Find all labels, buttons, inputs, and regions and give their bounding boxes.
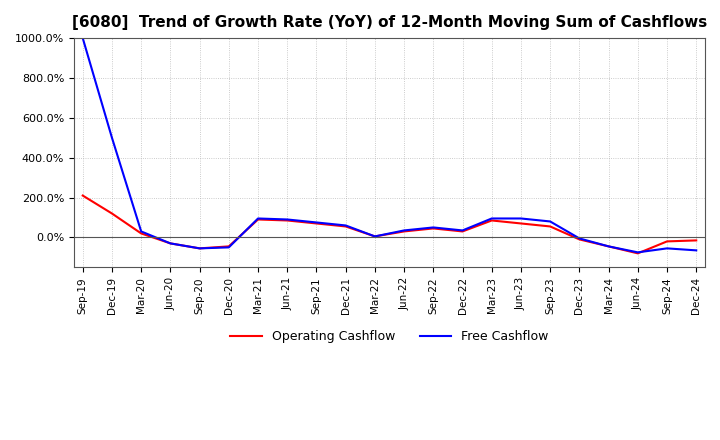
Free Cashflow xyxy=(662,246,671,251)
Free Cashflow xyxy=(604,244,613,249)
Operating Cashflow xyxy=(312,221,321,226)
Operating Cashflow xyxy=(517,221,526,226)
Operating Cashflow xyxy=(400,229,408,234)
Free Cashflow xyxy=(137,229,145,234)
Free Cashflow xyxy=(575,236,584,241)
Line: Operating Cashflow: Operating Cashflow xyxy=(83,195,696,253)
Free Cashflow xyxy=(166,241,175,246)
Operating Cashflow xyxy=(341,224,350,229)
Free Cashflow xyxy=(253,216,262,221)
Free Cashflow xyxy=(195,246,204,251)
Free Cashflow xyxy=(283,217,292,222)
Free Cashflow xyxy=(225,245,233,250)
Operating Cashflow xyxy=(225,244,233,249)
Operating Cashflow xyxy=(662,239,671,244)
Free Cashflow xyxy=(517,216,526,221)
Free Cashflow xyxy=(312,220,321,225)
Free Cashflow xyxy=(692,248,701,253)
Free Cashflow xyxy=(546,219,554,224)
Legend: Operating Cashflow, Free Cashflow: Operating Cashflow, Free Cashflow xyxy=(225,325,554,348)
Free Cashflow xyxy=(371,234,379,239)
Operating Cashflow xyxy=(195,246,204,251)
Free Cashflow xyxy=(487,216,496,221)
Operating Cashflow xyxy=(604,244,613,249)
Operating Cashflow xyxy=(253,217,262,222)
Operating Cashflow xyxy=(78,193,87,198)
Free Cashflow xyxy=(341,223,350,228)
Operating Cashflow xyxy=(429,226,438,231)
Operating Cashflow xyxy=(575,237,584,242)
Operating Cashflow xyxy=(283,218,292,223)
Operating Cashflow xyxy=(692,238,701,243)
Free Cashflow xyxy=(78,36,87,41)
Free Cashflow xyxy=(107,135,116,140)
Operating Cashflow xyxy=(634,251,642,256)
Line: Free Cashflow: Free Cashflow xyxy=(83,38,696,253)
Free Cashflow xyxy=(458,228,467,233)
Title: [6080]  Trend of Growth Rate (YoY) of 12-Month Moving Sum of Cashflows: [6080] Trend of Growth Rate (YoY) of 12-… xyxy=(72,15,707,30)
Operating Cashflow xyxy=(137,231,145,236)
Operating Cashflow xyxy=(487,218,496,223)
Free Cashflow xyxy=(634,250,642,255)
Operating Cashflow xyxy=(107,211,116,216)
Operating Cashflow xyxy=(166,241,175,246)
Free Cashflow xyxy=(400,228,408,233)
Operating Cashflow xyxy=(371,234,379,239)
Free Cashflow xyxy=(429,225,438,230)
Operating Cashflow xyxy=(546,224,554,229)
Operating Cashflow xyxy=(458,229,467,234)
